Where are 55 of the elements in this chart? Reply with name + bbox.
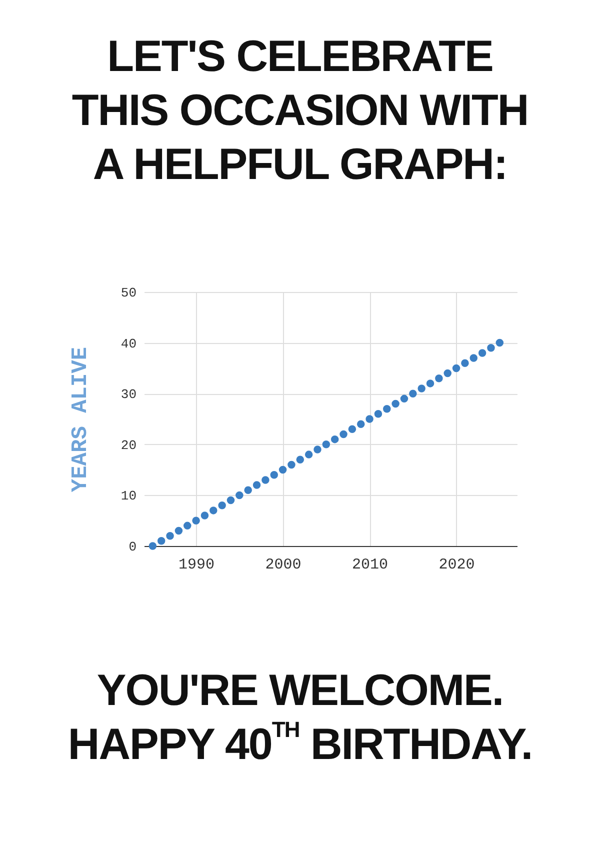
point [348,425,356,434]
point [192,516,200,524]
point [356,420,365,428]
point [278,466,287,474]
point [478,349,486,357]
point [304,450,313,458]
point [409,390,417,398]
point [270,471,278,479]
point [444,369,452,378]
y-tick-label: 40 [120,336,136,352]
x-tick-label: 2010 [352,556,388,574]
point [296,456,304,464]
point [148,542,157,550]
point [400,394,408,403]
point [210,506,218,514]
point [244,486,252,494]
point [330,435,339,444]
point [166,532,174,540]
y-tick-label: 20 [120,438,136,453]
text: YOU'RE WELCOME. [96,665,504,717]
point [288,460,296,469]
point [435,374,443,382]
point [340,430,348,438]
point [426,380,434,388]
y-tick-label: 30 [120,387,136,402]
point [461,359,469,367]
chart-title: LET'S CELEBRATE THIS OCCASION WITH A HELPFUL GRAPH: [70,31,530,191]
point [418,384,426,392]
point [383,404,391,413]
text: HAPPY 40$^{TH}$ BIRTHDAY. [66,717,534,771]
point [252,481,261,489]
point [487,344,495,352]
y-tick-label: 10 [120,488,136,504]
point [226,496,235,504]
point [496,338,504,347]
point [374,410,382,418]
point [314,446,322,454]
x-tick-label: 2020 [438,556,475,574]
y-tick-label: 0 [128,540,136,554]
point [174,526,183,535]
y-tick-label: 50 [120,286,136,300]
point [200,512,209,520]
x-tick-label: 1990 [178,556,215,574]
point [322,440,330,448]
point [157,537,166,545]
point [236,491,244,500]
y-axis-title: YEARS ALIVE [68,346,93,492]
point [366,415,374,423]
point [218,501,226,510]
point [184,522,192,530]
point [452,364,460,372]
x-tick-label: 2000 [265,556,302,574]
point [392,400,400,408]
point [470,354,478,362]
point [262,476,270,484]
